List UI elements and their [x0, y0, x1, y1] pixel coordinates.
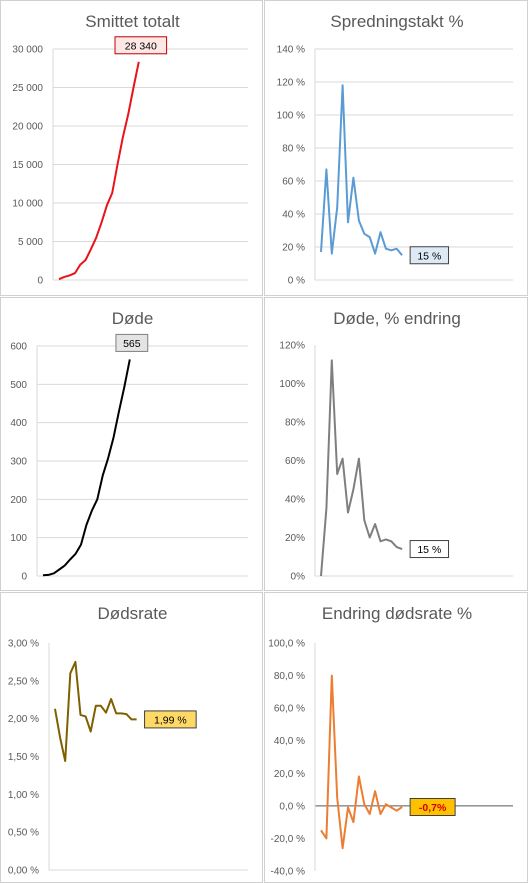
- data-label-callout: -0,7%: [409, 797, 456, 816]
- y-tick-label: 0: [21, 572, 27, 583]
- y-tick-label: 100 %: [277, 111, 305, 122]
- y-tick-label: 40 %: [282, 210, 305, 221]
- chart-title: Spredningstakt %: [330, 12, 463, 31]
- data-label-callout: 565: [115, 333, 149, 352]
- y-tick-label: -20,0 %: [271, 834, 306, 845]
- chart-svg-dode_endring: Døde, % endring 0% 20% 40% 60% 80% 100% 120% 15 …: [279, 309, 513, 583]
- chart-svg-dodsrate: Dødsrate 0,00 % 0,50 % 1,00 % 1,50 % 2,00 % 2,…: [8, 604, 248, 877]
- data-label: 1,99 %: [154, 714, 187, 726]
- chart-panel-spredningstakt: Spredningstakt % 0 % 20 % 40 % 60 % 80 % 100 %…: [264, 0, 528, 296]
- y-tick-label: 80 %: [282, 144, 305, 155]
- y-tick-label: 100,0 %: [268, 639, 305, 650]
- chart-title: Smittet totalt: [85, 12, 180, 31]
- y-tick-label: 20%: [285, 533, 305, 544]
- data-label-box: [115, 333, 149, 352]
- data-label: 565: [123, 338, 141, 350]
- y-tick-label: 1,00 %: [8, 790, 39, 801]
- chart-svg-endring_dodsrate: Endring dødsrate % -40,0 % -20,0 % 0,0 % 20,…: [268, 604, 513, 878]
- y-tick-label: 10 000: [12, 199, 43, 210]
- data-label-box: [144, 710, 197, 729]
- data-label-box: [409, 540, 450, 559]
- chart-panel-dode-endring: Døde, % endring 0% 20% 40% 60% 80% 100% 120% 15 …: [264, 297, 528, 591]
- y-tick-label: 1,50 %: [8, 752, 39, 763]
- data-label-box: [409, 797, 456, 816]
- y-tick-label: 140 %: [277, 45, 305, 56]
- y-tick-label: 5 000: [18, 237, 43, 248]
- y-tick-label: 2,50 %: [8, 676, 39, 687]
- chart-title: Døde: [112, 309, 154, 328]
- y-tick-label: 200: [10, 495, 27, 506]
- series-line: [54, 660, 137, 762]
- data-label: -0,7%: [419, 802, 447, 814]
- y-tick-label: 20 %: [282, 243, 305, 254]
- data-label-box: [114, 36, 168, 55]
- y-tick-label: 2,00 %: [8, 714, 39, 725]
- series-line: [320, 674, 403, 850]
- y-tick-label: 300: [10, 457, 27, 468]
- chart-title: Dødsrate: [98, 604, 168, 623]
- y-tick-label: 0,50 %: [8, 828, 39, 839]
- chart-svg-dode: Døde 0 100 200 300 400 500 600 565: [10, 309, 248, 583]
- y-tick-label: 80%: [285, 418, 305, 429]
- y-tick-label: 40,0 %: [274, 736, 305, 747]
- y-tick-label: 0%: [291, 572, 306, 583]
- y-tick-label: 0 %: [288, 276, 305, 287]
- y-tick-label: 60 %: [282, 177, 305, 188]
- y-tick-label: 80,0 %: [274, 671, 305, 682]
- data-label-callout: 15 %: [409, 246, 450, 265]
- y-tick-label: 500: [10, 380, 27, 391]
- data-label-callout: 28 340: [114, 36, 168, 55]
- chart-svg-spredning: Spredningstakt % 0 % 20 % 40 % 60 % 80 % 100 %…: [277, 12, 513, 287]
- y-tick-label: 3,00 %: [8, 639, 39, 650]
- y-tick-label: 20,0 %: [274, 769, 305, 780]
- y-tick-label: 20 000: [12, 122, 43, 133]
- data-label-box: [409, 246, 450, 265]
- y-tick-label: 15 000: [12, 160, 43, 171]
- y-tick-label: 120 %: [277, 78, 305, 89]
- chart-panel-smittet-totalt: Smittet totalt 0 5 000 10 000 15 000 20 000 25…: [0, 0, 263, 296]
- chart-svg-smittet: Smittet totalt 0 5 000 10 000 15 000 20 000 25…: [12, 12, 248, 287]
- y-tick-label: -40,0 %: [271, 867, 306, 878]
- data-label-callout: 1,99 %: [144, 710, 197, 729]
- y-tick-label: 400: [10, 418, 27, 429]
- data-label-callout: 15 %: [409, 540, 450, 559]
- chart-title: Endring dødsrate %: [322, 604, 472, 623]
- series-line: [58, 61, 140, 281]
- y-tick-label: 40%: [285, 495, 305, 506]
- y-tick-label: 600: [10, 342, 27, 353]
- y-tick-label: 100: [10, 533, 27, 544]
- data-label: 15 %: [417, 250, 441, 262]
- chart-panel-dode: Døde 0 100 200 300 400 500 600 565: [0, 297, 263, 591]
- y-tick-label: 0: [37, 276, 43, 287]
- y-tick-label: 0,00 %: [8, 866, 39, 877]
- chart-panel-endring-dodsrate: Endring dødsrate % -40,0 % -20,0 % 0,0 % 20,…: [264, 592, 528, 883]
- y-tick-label: 100%: [279, 379, 305, 390]
- y-tick-label: 30 000: [12, 45, 43, 56]
- data-label: 15 %: [417, 544, 441, 556]
- y-tick-label: 60,0 %: [274, 704, 305, 715]
- series-line: [42, 359, 131, 577]
- y-tick-label: 120%: [279, 341, 305, 352]
- data-label: 28 340: [125, 40, 157, 52]
- y-tick-label: 25 000: [12, 83, 43, 94]
- series-line: [320, 359, 403, 577]
- y-tick-label: 60%: [285, 456, 305, 467]
- y-tick-label: 0,0 %: [279, 801, 305, 812]
- chart-title: Døde, % endring: [333, 309, 461, 328]
- chart-panel-dodsrate: Dødsrate 0,00 % 0,50 % 1,00 % 1,50 % 2,00 % 2,…: [0, 592, 263, 883]
- series-line: [320, 84, 403, 256]
